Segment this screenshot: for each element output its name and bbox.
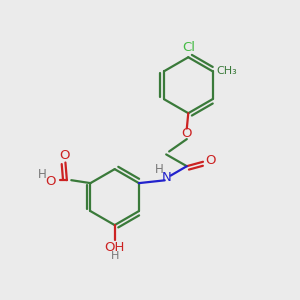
Text: O: O [60, 149, 70, 162]
Text: Cl: Cl [182, 41, 195, 54]
Text: O: O [45, 175, 56, 188]
Text: O: O [182, 127, 192, 140]
Text: H: H [155, 163, 164, 176]
Text: H: H [111, 251, 119, 261]
Text: OH: OH [104, 241, 125, 254]
Text: N: N [161, 171, 171, 184]
Text: O: O [205, 154, 216, 167]
Text: H: H [38, 168, 46, 181]
Text: CH₃: CH₃ [216, 66, 237, 76]
